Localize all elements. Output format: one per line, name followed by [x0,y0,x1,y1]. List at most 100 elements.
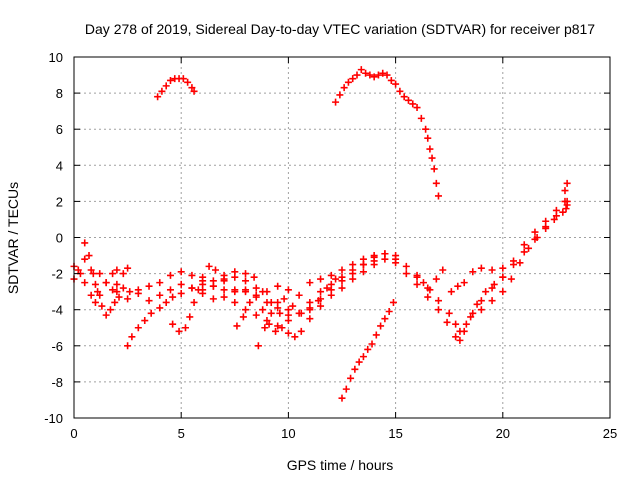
x-axis-label: GPS time / hours [287,457,394,473]
data-point [417,114,425,122]
data-point [291,333,299,341]
data-point [359,268,367,276]
data-point [188,84,196,92]
data-point [353,71,361,79]
data-point [392,259,400,267]
data-point [359,353,367,361]
data-point [552,212,560,220]
data-point [242,277,250,285]
y-tick-label: 2 [56,194,63,209]
series-arc-j [306,197,571,344]
y-tick-label: 4 [56,158,63,173]
data-point [338,266,346,274]
data-point [424,134,432,142]
data-point [317,288,325,296]
data-point [220,286,228,294]
data-point [199,286,207,294]
data-point [126,288,134,296]
data-point [542,224,550,232]
data-point [477,306,485,314]
data-point [434,192,442,200]
data-point [297,309,305,317]
data-point [242,270,250,278]
series-arc-b [70,262,132,306]
data-point [259,306,267,314]
data-point [190,87,198,95]
data-point [428,154,436,162]
data-point [368,340,376,348]
data-point [89,270,97,278]
data-point [128,333,136,341]
data-point [113,280,121,288]
data-point [469,309,477,317]
data-point [177,280,185,288]
data-point [119,270,127,278]
data-point [98,302,106,310]
data-point [383,71,391,79]
data-point [379,69,387,77]
data-point [156,304,164,312]
series-arc-n [477,179,571,314]
data-point [520,248,528,256]
data-point [85,252,93,260]
data-point [419,279,427,287]
data-point [454,282,462,290]
data-point [87,291,95,299]
data-point [169,293,177,301]
data-point [154,93,162,101]
data-point [177,268,185,276]
data-point [525,244,533,252]
data-point [212,266,220,274]
data-point [445,309,453,317]
data-point [231,286,239,294]
data-point [199,273,207,281]
data-point [332,275,340,283]
chart-title: Day 278 of 2019, Sidereal Day-to-day VTE… [85,21,595,37]
data-point [274,282,282,290]
data-point [145,282,153,290]
data-point [482,288,490,296]
data-point [259,288,267,296]
data-point [190,298,198,306]
data-point [134,324,142,332]
y-tick-label: -8 [51,375,63,390]
series-arc-c [81,239,123,319]
data-point [550,215,558,223]
x-tick-label: 20 [496,426,510,441]
data-point [357,66,365,74]
series-arc-p [332,66,442,200]
series-arc-q [338,298,397,402]
data-point [516,259,524,267]
data-point [188,271,196,279]
data-point [109,270,117,278]
data-point [124,295,132,303]
data-point [317,302,325,310]
data-point [186,313,194,321]
data-point [295,291,303,299]
data-point [426,286,434,294]
data-point [344,78,352,86]
data-point [158,87,166,95]
data-point [115,293,123,301]
data-point [336,91,344,99]
data-point [177,289,185,297]
data-point [102,279,110,287]
y-tick-label: 6 [56,122,63,137]
data-point [147,309,155,317]
data-point [370,73,378,81]
data-point [413,280,421,288]
series-arc-i [254,275,340,350]
data-point [462,320,470,328]
data-point [349,270,357,278]
data-point [327,271,335,279]
data-point [175,327,183,335]
data-point [239,313,247,321]
data-point [396,87,404,95]
data-point [111,298,119,306]
data-point [278,324,286,332]
x-tick-label: 0 [70,426,77,441]
data-point [355,358,363,366]
data-point [231,268,239,276]
y-tick-label: 0 [56,231,63,246]
